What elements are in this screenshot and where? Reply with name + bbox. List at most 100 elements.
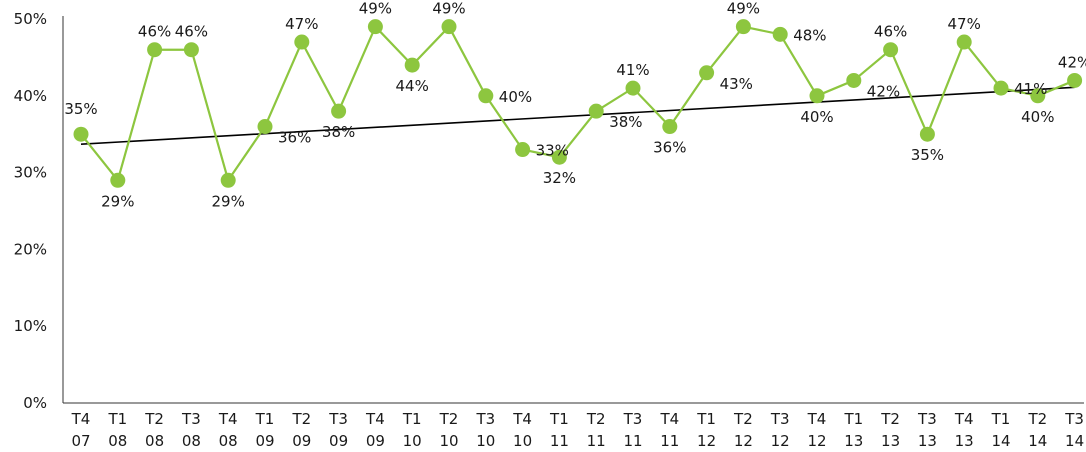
data-point — [404, 57, 420, 73]
x-tick-quarter: T3 — [475, 410, 495, 428]
data-label: 40% — [1021, 108, 1054, 126]
x-tick-label: T4 07 — [71, 410, 91, 450]
x-tick-label: T2 11 — [586, 410, 606, 450]
x-tick-label: T3 08 — [181, 410, 201, 450]
data-point — [183, 42, 199, 58]
data-point — [809, 88, 825, 104]
data-label: 49% — [359, 0, 392, 18]
data-label: 41% — [1014, 80, 1047, 98]
y-tick-label: 10% — [14, 317, 47, 335]
y-tick-label: 0% — [23, 394, 47, 412]
x-tick-quarter: T4 — [71, 410, 91, 428]
data-label: 35% — [64, 100, 97, 118]
data-label: 36% — [653, 139, 686, 157]
data-label: 43% — [720, 75, 753, 93]
y-axis-ticks: 0% 10% 20% 30% 40% 50% — [14, 10, 47, 412]
data-label: 46% — [138, 23, 171, 41]
x-tick-quarter: T4 — [954, 410, 974, 428]
series-group — [73, 19, 1083, 188]
data-label: 40% — [800, 108, 833, 126]
data-point — [1067, 72, 1083, 88]
data-label: 49% — [432, 0, 465, 18]
x-tick-year: 11 — [550, 432, 569, 450]
data-label: 48% — [793, 26, 826, 44]
data-point — [110, 172, 126, 188]
x-tick-label: T4 08 — [218, 410, 238, 450]
x-tick-quarter: T1 — [991, 410, 1011, 428]
x-tick-quarter: T4 — [365, 410, 385, 428]
x-tick-year: 11 — [660, 432, 679, 450]
x-tick-year: 08 — [219, 432, 238, 450]
data-label: 29% — [101, 192, 134, 210]
x-tick-quarter: T2 — [733, 410, 753, 428]
data-label: 32% — [543, 169, 576, 187]
x-tick-label: T4 13 — [954, 410, 974, 450]
x-tick-quarter: T3 — [328, 410, 348, 428]
data-label: 47% — [285, 15, 318, 33]
x-tick-quarter: T2 — [144, 410, 164, 428]
data-point — [662, 119, 678, 135]
x-tick-label: T3 14 — [1064, 410, 1084, 450]
data-point — [551, 149, 567, 165]
x-tick-year: 14 — [991, 432, 1010, 450]
trendline — [80, 86, 1075, 145]
data-point — [367, 19, 383, 35]
data-labels: 35%29%46% 46%29%36%47%38%49%44%49%40%33%3… — [64, 0, 1086, 210]
data-label: 41% — [616, 61, 649, 79]
data-point — [846, 72, 862, 88]
x-tick-year: 12 — [697, 432, 716, 450]
data-label: 29% — [212, 192, 245, 210]
data-point — [735, 19, 751, 35]
x-tick-year: 13 — [844, 432, 863, 450]
x-tick-year: 11 — [587, 432, 606, 450]
x-tick-label: T2 14 — [1027, 410, 1047, 450]
data-label: 40% — [499, 88, 532, 106]
data-point — [147, 42, 163, 58]
x-tick-quarter: T4 — [218, 410, 238, 428]
x-tick-year: 09 — [366, 432, 385, 450]
y-tick-label: 30% — [14, 164, 47, 182]
x-tick-year: 14 — [1028, 432, 1047, 450]
x-tick-label: T4 10 — [512, 410, 532, 450]
x-tick-label: T3 12 — [770, 410, 790, 450]
x-tick-quarter: T3 — [181, 410, 201, 428]
x-tick-year: 14 — [1065, 432, 1084, 450]
y-tick-label: 50% — [14, 10, 47, 28]
x-tick-year: 08 — [145, 432, 164, 450]
x-tick-label: T2 10 — [439, 410, 459, 450]
x-tick-quarter: T1 — [255, 410, 275, 428]
x-tick-label: T2 09 — [291, 410, 311, 450]
trendline-group — [80, 86, 1075, 145]
data-point — [441, 19, 457, 35]
y-tick-label: 20% — [14, 240, 47, 258]
data-label: 33% — [536, 142, 569, 160]
data-label: 47% — [948, 15, 981, 33]
x-tick-year: 09 — [292, 432, 311, 450]
x-tick-quarter: T4 — [659, 410, 679, 428]
x-tick-quarter: T2 — [1027, 410, 1047, 428]
data-point — [220, 172, 236, 188]
x-tick-quarter: T1 — [696, 410, 716, 428]
x-tick-label: T4 12 — [807, 410, 827, 450]
data-point — [331, 103, 347, 119]
data-label: 35% — [911, 146, 944, 164]
data-label: 36% — [278, 129, 311, 147]
x-tick-label: T2 12 — [733, 410, 753, 450]
x-tick-label: T1 08 — [107, 410, 127, 450]
data-point — [478, 88, 494, 104]
x-tick-label: T1 12 — [696, 410, 716, 450]
data-label: 49% — [727, 0, 760, 18]
x-tick-year: 08 — [108, 432, 127, 450]
x-tick-quarter: T1 — [843, 410, 863, 428]
data-label: 38% — [609, 113, 642, 131]
x-tick-year: 13 — [918, 432, 937, 450]
x-tick-label: T3 10 — [475, 410, 495, 450]
data-point — [257, 119, 273, 135]
x-tick-year: 10 — [476, 432, 495, 450]
data-point — [515, 142, 531, 158]
x-tick-quarter: T1 — [402, 410, 422, 428]
x-tick-year: 08 — [182, 432, 201, 450]
x-tick-quarter: T2 — [439, 410, 459, 428]
data-label: 42% — [867, 82, 900, 100]
